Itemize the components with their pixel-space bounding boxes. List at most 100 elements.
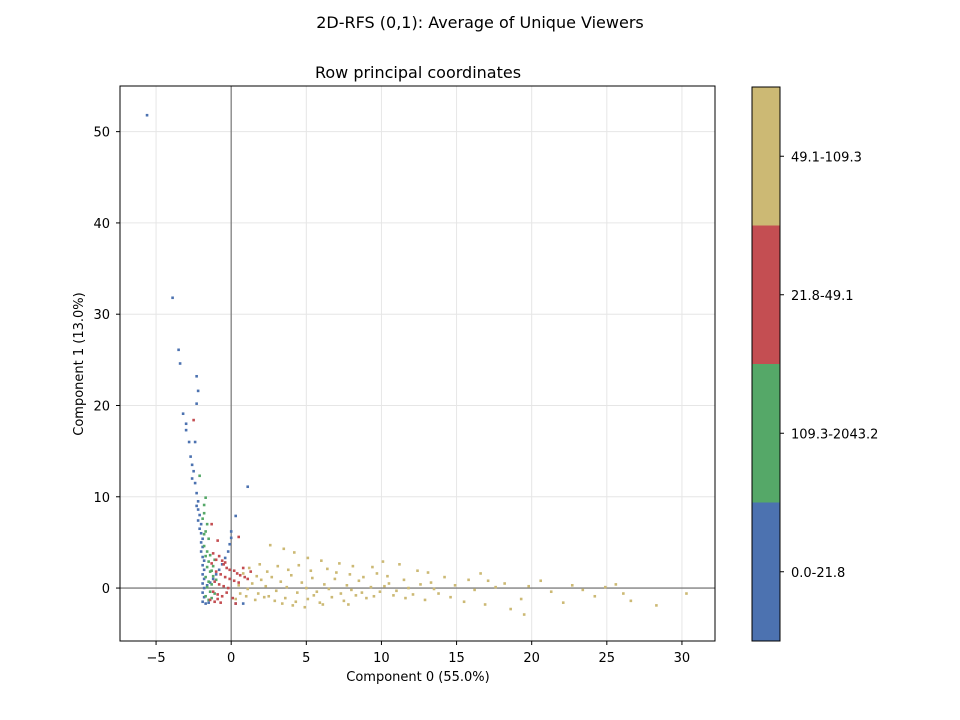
scatter-point [190, 477, 194, 480]
scatter-point [222, 563, 225, 566]
reference-lines [120, 86, 715, 641]
scatter-point [486, 579, 490, 583]
colorbar-label: 109.3-2043.2 [791, 427, 878, 442]
scatter-point [285, 585, 289, 589]
scatter-point [211, 552, 215, 555]
scatter-point [365, 596, 368, 600]
scatter-point [348, 573, 352, 576]
scatter-point [234, 597, 237, 601]
scatter-point [291, 604, 295, 607]
scatter-points [145, 113, 688, 616]
scatter-point [432, 587, 436, 591]
scatter-point [211, 590, 215, 594]
scatter-point [228, 568, 231, 572]
scatter-point [190, 463, 194, 467]
scatter-point [181, 412, 185, 416]
scatter-point [280, 602, 284, 605]
y-tick-label: 10 [93, 491, 110, 506]
scatter-point [207, 537, 210, 541]
scatter-point [561, 601, 565, 604]
scatter-point [208, 590, 212, 594]
scatter-point [622, 592, 625, 595]
scatter-point [416, 569, 419, 573]
scatter-point [604, 585, 607, 589]
scatter-point [320, 559, 323, 562]
scatter-point [570, 584, 574, 587]
x-tick-label: 0 [227, 651, 235, 666]
scatter-point [262, 595, 266, 599]
scatter-point [286, 568, 290, 572]
scatter-point [234, 514, 237, 518]
scatter-point [467, 578, 470, 582]
y-tick-label: 50 [93, 126, 110, 141]
scatter-point [220, 563, 224, 566]
colorbar-segment [752, 502, 780, 641]
y-tick-label: 0 [102, 582, 110, 597]
scatter-point [213, 600, 216, 604]
scatter-point [437, 592, 440, 595]
scatter-point [196, 508, 200, 511]
scatter-point [378, 590, 382, 594]
scatter-point [228, 542, 231, 546]
scatter-point [210, 596, 213, 600]
scatter-point [462, 600, 466, 604]
scatter-point [198, 527, 201, 531]
x-tick-label: 5 [302, 651, 310, 666]
scatter-point [199, 541, 203, 544]
scatter-point [210, 522, 213, 526]
colorbar: 0.0-21.8 109.3-2043.2 21.8-49.1 49.1-109.3 [751, 86, 878, 642]
scatter-point [323, 583, 326, 586]
scatter-point [229, 530, 233, 533]
scatter-point [295, 591, 299, 594]
x-tick-label: 10 [373, 651, 390, 666]
scatter-point [189, 455, 192, 458]
scatter-point [237, 535, 240, 539]
scatter-point [267, 594, 271, 598]
scatter-point [219, 573, 222, 576]
chart-title: Row principal coordinates [315, 63, 521, 82]
y-axis-label: Component 1 (13.0%) [72, 292, 87, 435]
scatter-point [204, 530, 207, 533]
scatter-point [289, 573, 293, 577]
scatter-point [404, 596, 407, 600]
scatter-point [247, 566, 251, 570]
scatter-point [246, 577, 250, 581]
scatter-point [145, 113, 149, 117]
scatter-point [387, 582, 391, 585]
scatter-point [201, 582, 204, 585]
scatter-point [241, 572, 245, 575]
scatter-point [220, 559, 224, 562]
scatter-point [411, 593, 415, 596]
scatter-point [184, 428, 188, 432]
scatter-point [207, 601, 210, 604]
scatter-point [192, 469, 195, 473]
scatter-point [306, 597, 310, 601]
scatter-point [241, 602, 245, 605]
scatter-point [238, 592, 242, 595]
scatter-point [205, 565, 209, 569]
scatter-point [326, 567, 329, 571]
scatter-point [372, 594, 376, 598]
scatter-point [357, 579, 361, 583]
scatter-point [509, 607, 512, 611]
scatter-point [237, 584, 240, 587]
scatter-point [327, 587, 331, 591]
x-tick-label: −5 [146, 651, 165, 666]
scatter-point [273, 599, 277, 603]
scatter-point [210, 562, 213, 565]
scatter-point [214, 570, 218, 573]
scatter-point [300, 581, 304, 584]
scatter-point [503, 582, 506, 585]
scatter-point [276, 564, 280, 568]
scatter-point [202, 559, 206, 562]
x-axis-ticks: −5 0 5 10 15 20 25 30 [146, 641, 690, 666]
scatter-point [214, 558, 218, 562]
colorbar-label: 0.0-21.8 [791, 566, 845, 581]
scatter-point [210, 583, 213, 586]
scatter-point [213, 592, 216, 595]
scatter-point [255, 574, 259, 578]
scatter-point [264, 584, 268, 588]
scatter-point [205, 584, 209, 587]
scatter-point [193, 440, 197, 444]
scatter-point [202, 511, 206, 515]
